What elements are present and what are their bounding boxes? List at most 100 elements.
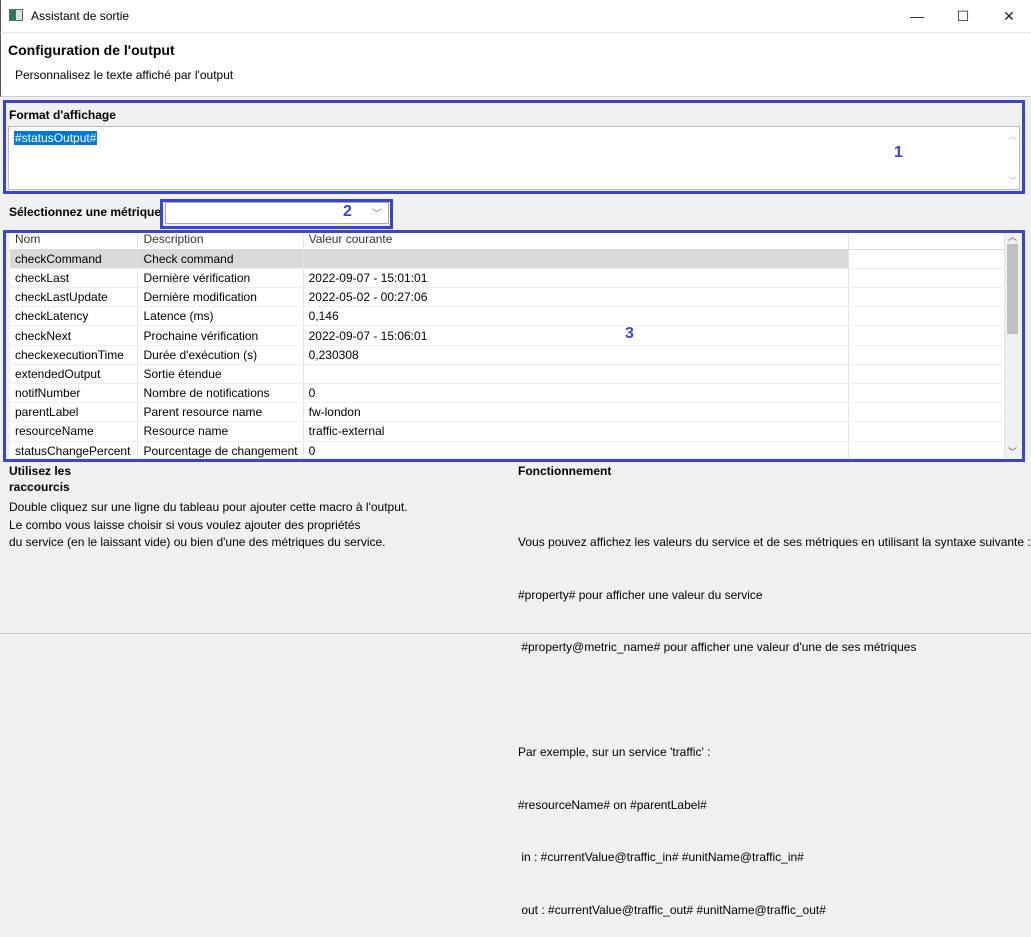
format-textarea[interactable]: #statusOutput# ︿ ﹀ bbox=[8, 126, 1020, 190]
scroll-up-icon[interactable]: ︿ bbox=[1008, 232, 1018, 242]
chevron-down-icon[interactable]: ﹀ bbox=[372, 209, 382, 220]
cell-value: 0,146 bbox=[303, 306, 849, 327]
help-line: Par exemple, sur un service 'traffic' : bbox=[518, 745, 711, 759]
cell-empty bbox=[848, 325, 1005, 346]
app-icon bbox=[9, 9, 23, 21]
help-line: out : #currentValue@traffic_out# #unitNa… bbox=[518, 902, 826, 917]
cell-description: Parent resource name bbox=[137, 402, 304, 423]
cell-empty bbox=[848, 345, 1005, 365]
cell-name: notifNumber bbox=[10, 383, 139, 404]
cell-value bbox=[303, 249, 849, 269]
title-bar: Assistant de sortie — ☐ ✕ bbox=[0, 0, 1031, 32]
cell-description: Latence (ms) bbox=[137, 306, 304, 327]
table-row[interactable]: checkNext Prochaine vérification 2022-09-0… bbox=[10, 325, 1005, 346]
cell-value: traffic-external bbox=[303, 421, 849, 442]
help-left-text: Double cliquez sur une ligne du tableau … bbox=[9, 499, 408, 552]
help-left-title-line: Utilisez les bbox=[9, 464, 72, 478]
window-title: Assistant de sortie bbox=[31, 9, 130, 23]
scroll-up-icon[interactable]: ︿ bbox=[1007, 131, 1017, 141]
cell-name: resourceName bbox=[10, 421, 139, 442]
cell-value: fw-london bbox=[303, 402, 849, 423]
properties-table: Nom Description Valeur courante checkCom… bbox=[10, 230, 1005, 458]
scroll-down-icon[interactable]: ﹀ bbox=[1007, 176, 1017, 186]
help-right-text: Vous pouvez affichez les valeurs du serv… bbox=[518, 499, 1031, 937]
cell-name: checkexecutionTime bbox=[10, 345, 139, 365]
table-scrollbar[interactable]: ︿ ﹀ bbox=[1005, 230, 1020, 458]
format-value: #statusOutput# bbox=[14, 131, 98, 145]
column-header-description[interactable]: Description bbox=[137, 230, 304, 250]
cell-name: extendedOutput bbox=[10, 364, 139, 385]
table-row[interactable]: checkLatency Latence (ms) 0,146 bbox=[10, 306, 1005, 327]
help-left-title-line: raccourcis bbox=[9, 480, 70, 494]
cell-name: statusChangePercent bbox=[10, 441, 139, 458]
cell-value bbox=[303, 364, 849, 385]
maximize-button[interactable]: ☐ bbox=[956, 7, 970, 24]
scroll-down-icon[interactable]: ﹀ bbox=[1008, 447, 1018, 457]
cell-empty bbox=[848, 441, 1005, 458]
close-button[interactable]: ✕ bbox=[1003, 7, 1015, 24]
table-row[interactable]: checkexecutionTime Durée d'exécution (s) 0… bbox=[10, 345, 1005, 365]
help-line: #resourceName# on #parentLabel# bbox=[518, 797, 707, 812]
cell-empty bbox=[848, 287, 1005, 308]
metric-label: Sélectionnez une métrique bbox=[9, 205, 162, 219]
cell-name: checkLatency bbox=[10, 306, 139, 327]
cell-description: Nombre de notifications bbox=[137, 383, 304, 404]
help-line: Le combo vous laisse choisir si vous vou… bbox=[9, 517, 361, 532]
annotation-box-3 bbox=[3, 230, 1025, 462]
table-row[interactable]: checkCommand Check command bbox=[10, 249, 1005, 269]
column-header-value[interactable]: Valeur courante bbox=[303, 230, 849, 250]
minimize-button[interactable]: — bbox=[910, 8, 924, 24]
help-line: Vous pouvez affichez les valeurs du serv… bbox=[518, 535, 1031, 549]
annotation-number-1: 1 bbox=[894, 144, 903, 161]
cell-value: 2022-09-07 - 15:06:01 bbox=[303, 325, 849, 346]
metric-select[interactable]: ﹀ bbox=[165, 202, 389, 224]
cell-description: Check command bbox=[137, 249, 304, 269]
column-header-empty bbox=[848, 230, 1005, 250]
cell-description: Dernière modification bbox=[137, 287, 304, 308]
page-subtitle: Personnalisez le texte affiché par l'out… bbox=[15, 68, 234, 82]
help-right-title: Fonctionnement bbox=[518, 464, 612, 478]
help-line: #property# pour afficher une valeur du s… bbox=[518, 587, 763, 602]
cell-name: parentLabel bbox=[10, 402, 139, 423]
table-row[interactable]: extendedOutput Sortie étendue bbox=[10, 364, 1005, 385]
help-left-title: Utilisez les raccourcis bbox=[9, 463, 71, 495]
help-line: Double cliquez sur une ligne du tableau … bbox=[9, 500, 408, 514]
table-row[interactable]: resourceName Resource name traffic-externa… bbox=[10, 421, 1005, 442]
table-row[interactable]: parentLabel Parent resource name fw-london bbox=[10, 402, 1005, 423]
table-header-row: Nom Description Valeur courante bbox=[10, 230, 1005, 250]
cell-name: checkLastUpdate bbox=[10, 287, 139, 308]
cell-value: 0 bbox=[303, 441, 849, 458]
table-row[interactable]: statusChangePercent Pourcentage de change… bbox=[10, 441, 1005, 458]
cell-name: checkNext bbox=[10, 325, 139, 346]
format-label: Format d'affichage bbox=[9, 108, 116, 122]
footer-divider bbox=[0, 633, 1031, 634]
annotation-box-2 bbox=[160, 199, 393, 229]
cell-value: 0 bbox=[303, 383, 849, 404]
cell-description: Durée d'exécution (s) bbox=[137, 345, 304, 365]
help-line bbox=[518, 692, 1031, 710]
cell-name: checkCommand bbox=[10, 249, 139, 269]
annotation-box-1 bbox=[3, 100, 1025, 194]
cell-description: Prochaine vérification bbox=[137, 325, 304, 346]
cell-description: Sortie étendue bbox=[137, 364, 304, 385]
table-row[interactable]: checkLastUpdate Dernière modification 2022… bbox=[10, 287, 1005, 308]
scrollbar-thumb[interactable] bbox=[1007, 244, 1018, 334]
annotation-number-3: 3 bbox=[625, 325, 634, 342]
column-header-name[interactable]: Nom bbox=[10, 230, 139, 250]
table-row[interactable]: notifNumber Nombre de notifications 0 bbox=[10, 383, 1005, 404]
cell-empty bbox=[848, 402, 1005, 423]
wizard-header: Configuration de l'output Personnalisez … bbox=[0, 32, 1031, 97]
help-line: in : #currentValue@traffic_in# #unitName… bbox=[518, 850, 804, 864]
cell-empty bbox=[848, 249, 1005, 269]
cell-empty bbox=[848, 421, 1005, 442]
help-line: du service (en le laissant vide) ou bien… bbox=[9, 535, 386, 549]
cell-description: Pourcentage de changement bbox=[137, 441, 304, 458]
cell-value: 2022-09-07 - 15:01:01 bbox=[303, 268, 849, 289]
page-title: Configuration de l'output bbox=[8, 42, 175, 58]
cell-name: checkLast bbox=[10, 268, 139, 289]
cell-empty bbox=[848, 268, 1005, 289]
cell-description: Dernière vérification bbox=[137, 268, 304, 289]
cell-value: 0,230308 bbox=[303, 345, 849, 365]
cell-empty bbox=[848, 383, 1005, 404]
table-row[interactable]: checkLast Dernière vérification 2022-09-07… bbox=[10, 268, 1005, 289]
